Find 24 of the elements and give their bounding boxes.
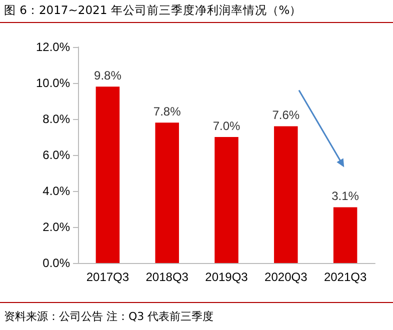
- y-tick-label: 8.0%: [42, 112, 70, 126]
- bar: [155, 122, 179, 263]
- x-tick-label: 2019Q3: [205, 270, 248, 284]
- data-label: 7.8%: [153, 104, 182, 119]
- data-label: 9.8%: [94, 68, 122, 83]
- x-tick-label: 2017Q3: [86, 270, 130, 284]
- y-tick-label: 4.0%: [42, 184, 70, 198]
- data-label: 7.0%: [212, 119, 240, 133]
- y-tick-label: 10.0%: [36, 76, 70, 90]
- bar: [333, 207, 358, 263]
- bar: [214, 137, 238, 263]
- y-tick-label: 2.0%: [42, 220, 70, 234]
- chart-title: 图 6：2017~2021 年公司前三季度净利润率情况（%）: [4, 3, 302, 18]
- y-tick-label: 6.0%: [42, 148, 70, 162]
- data-label: 7.6%: [272, 108, 300, 122]
- x-tick-label: 2018Q3: [146, 270, 189, 284]
- data-label: 3.1%: [332, 189, 360, 204]
- y-tick-label: 0.0%: [42, 256, 70, 270]
- bar: [96, 86, 120, 263]
- bar: [274, 126, 298, 263]
- y-tick-label: 12.0%: [36, 40, 70, 54]
- x-tick-label: 2020Q3: [264, 270, 308, 284]
- x-tick-label: 2021Q3: [324, 270, 367, 284]
- text: 资料来源：公司公告 注：Q3 代表前三季度: [4, 309, 214, 324]
